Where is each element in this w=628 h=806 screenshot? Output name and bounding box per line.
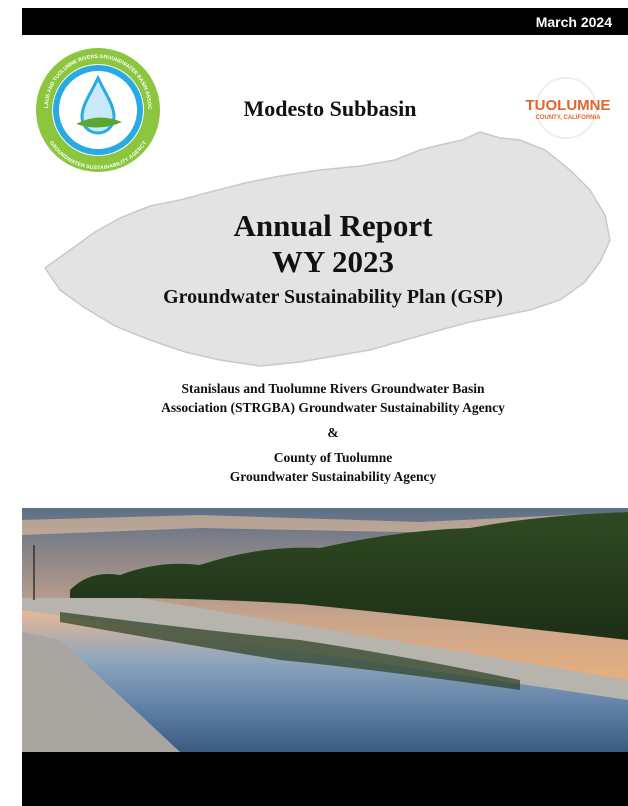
bottom-bar bbox=[22, 752, 628, 806]
photo-reflection bbox=[60, 612, 520, 690]
subbasin: Modesto Subbasin bbox=[243, 96, 416, 121]
top-bar bbox=[22, 8, 628, 35]
agency-line: Association (STRGBA) Groundwater Sustain… bbox=[161, 400, 505, 415]
logo-name: TUOLUMNE bbox=[526, 97, 611, 114]
map-silhouette bbox=[43, 131, 611, 367]
year: WY 2023 bbox=[272, 244, 394, 279]
county-line: County of Tuolumne bbox=[274, 450, 393, 465]
logo-circle bbox=[535, 77, 597, 139]
logo-blue-ring bbox=[53, 65, 143, 155]
logo-sub: COUNTY, CALIFORNIA bbox=[536, 115, 602, 121]
tuolumne-logo: TUOLUMNE COUNTY, CALIFORNIA bbox=[526, 77, 611, 139]
title: Annual Report bbox=[234, 208, 434, 243]
ampersand: & bbox=[327, 425, 338, 440]
county-line: Groundwater Sustainability Agency bbox=[230, 469, 437, 484]
photo-trees bbox=[70, 512, 628, 640]
date: March 2024 bbox=[536, 14, 612, 30]
photo-water bbox=[22, 610, 628, 752]
agency-line: Stanislaus and Tuolumne Rivers Groundwat… bbox=[182, 381, 485, 396]
subtitle: Groundwater Sustainability Plan (GSP) bbox=[163, 286, 503, 308]
cover-photo bbox=[22, 508, 628, 752]
logo-leaf bbox=[76, 117, 122, 128]
photo-bank-near bbox=[22, 632, 180, 752]
